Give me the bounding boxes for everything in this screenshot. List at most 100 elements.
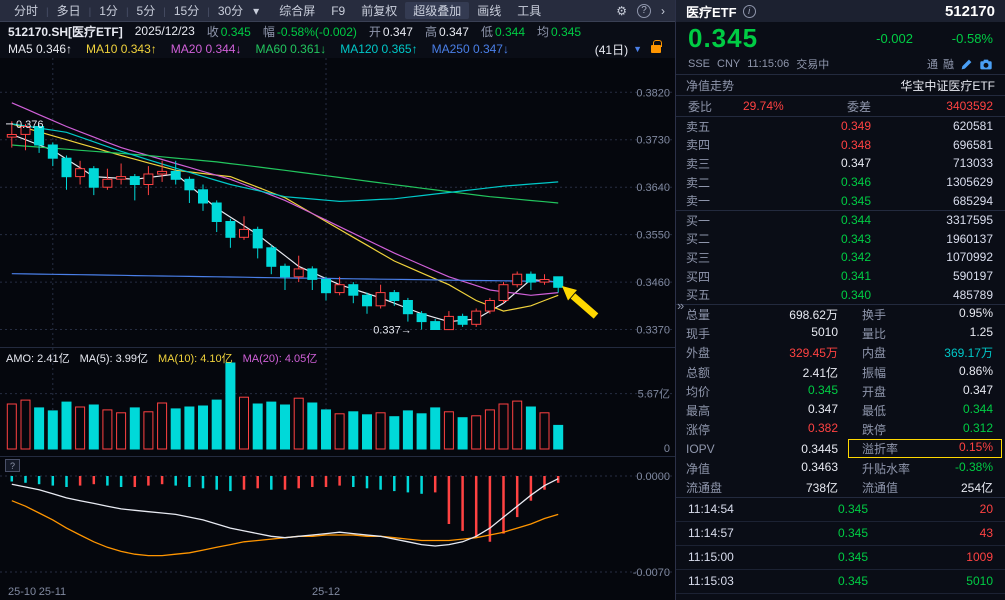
- ma-value-MA120: MA120 0.365↑: [340, 42, 418, 56]
- volume-ma-MA(20):: MA(20): 4.05亿: [242, 353, 318, 365]
- last-price: 0.345: [688, 22, 759, 53]
- stat-label: 换手: [862, 308, 887, 323]
- stat-label: 现手: [686, 327, 711, 342]
- stat-value: 1.25: [969, 325, 993, 340]
- tick-time: 11:14:54: [688, 502, 734, 517]
- quote-fields: 收 0.345 幅 -0.58%(-0.002) 开 0.347 高 0.347 低 0.344 均…: [207, 23, 581, 40]
- tick-volume: 43: [979, 526, 993, 541]
- stat-label: IOPV: [686, 441, 715, 456]
- period-range-label[interactable]: (41日): [594, 42, 629, 57]
- toolbar-period-15分[interactable]: 15分: [173, 4, 200, 18]
- margin-badges: 通融: [927, 56, 954, 72]
- quote-time: 11:15:06: [747, 58, 790, 70]
- toolbar-tool-group: 综合屏 F9 前复权 超级叠加 画线 工具: [271, 2, 549, 19]
- toolbar-period-group: 分时 | 多日 | 1分 | 5分 | 15分 | 30分 ▾: [6, 2, 261, 19]
- symbol-label: 512170.SH[医疗ETF]: [8, 24, 123, 39]
- toolbar-separator: |: [207, 7, 210, 18]
- top-toolbar: 分时 | 多日 | 1分 | 5分 | 15分 | 30分 ▾ 综合屏 F9 前复权 超级叠加 画线 工具 ⚙ …: [0, 0, 675, 22]
- tick-volume: 20: [979, 502, 993, 517]
- svg-text:0: 0: [664, 443, 670, 455]
- volume-chart[interactable]: 5.67亿 0: [0, 348, 675, 457]
- weicha-value: 3403592: [946, 99, 993, 113]
- range-dropdown-icon[interactable]: ▼: [633, 44, 642, 54]
- tick-volume: 1009: [966, 550, 993, 565]
- lock-icon[interactable]: [651, 40, 662, 53]
- tick-row: 11:15:03 0.345 5010: [676, 570, 1005, 594]
- help-icon[interactable]: ?: [637, 3, 651, 18]
- quote-field-低: 低 0.344: [480, 24, 526, 39]
- toolbar-period-多日[interactable]: 多日: [56, 4, 81, 18]
- price-change-percent: -0.58%: [951, 30, 993, 46]
- bid-levels: 买一 0.344 3317595 买二 0.343 1960137 买三 0.342 10709…: [676, 211, 1005, 304]
- ma-value-MA10: MA10 0.343↑: [86, 42, 157, 56]
- stat-label: 净值: [686, 461, 711, 476]
- svg-text:0.3460: 0.3460: [636, 277, 670, 289]
- info-icon[interactable]: i: [742, 4, 756, 18]
- ask-row[interactable]: 卖五 0.349 620581: [686, 119, 993, 134]
- weibi-value: 29.74%: [743, 99, 784, 113]
- stat-label: 跌停: [862, 423, 887, 438]
- etf-code: 512170: [944, 2, 995, 20]
- toolbar-tool-画线[interactable]: 画线: [477, 4, 502, 18]
- weibi-label: 委比: [688, 99, 713, 114]
- stat-label: 涨停: [686, 423, 711, 438]
- ask-row[interactable]: 卖四 0.348 696581: [686, 137, 993, 153]
- stat-value: 0.3445: [801, 441, 838, 456]
- stat-value: -0.38%: [954, 459, 993, 474]
- panel-icons: 通融: [927, 56, 993, 72]
- ask-row[interactable]: 卖一 0.345 685294: [686, 193, 993, 209]
- date-label: 2025/12/23: [134, 24, 195, 38]
- stats-row: 最高 0.347 最低 0.344: [676, 401, 1005, 420]
- toolbar-period-分时[interactable]: 分时: [14, 4, 39, 18]
- stat-label: 内盘: [862, 346, 887, 361]
- indicator-chart[interactable]: 0.0000 -0.0070 25-10 25-11 25-12: [0, 457, 675, 600]
- edit-pencil-icon[interactable]: [960, 58, 973, 71]
- toolbar-tool-F9[interactable]: F9: [331, 3, 346, 18]
- settings-gear-icon[interactable]: ⚙: [616, 3, 627, 18]
- toolbar-period-5分[interactable]: 5分: [136, 4, 156, 18]
- candlestick-chart[interactable]: 0.3820 0.3730 0.3640 0.3550 0.3460 0.3370 0.37…: [0, 58, 675, 348]
- orderbook-separator: [676, 209, 1005, 211]
- tick-row: 11:14:57 0.345 43: [676, 522, 1005, 546]
- quote-field-幅: 幅 -0.58%(-0.002): [262, 24, 357, 39]
- currency-label: CNY: [717, 58, 741, 70]
- volume-ma-MA(10):: MA(10): 4.10亿: [158, 353, 233, 365]
- bid-row[interactable]: 买二 0.343 1960137: [686, 231, 993, 247]
- stat-value: 0.3463: [801, 459, 838, 474]
- quote-summary-bar: 512170.SH[医疗ETF] 2025/12/23 收 0.345 幅 -0.58…: [0, 22, 675, 40]
- ma-value-MA250: MA250 0.347↓: [431, 42, 509, 56]
- ask-row[interactable]: 卖三 0.347 713033: [686, 156, 993, 171]
- svg-text:0.337→: 0.337→: [373, 325, 412, 337]
- toolbar-period-1分[interactable]: 1分: [99, 4, 118, 18]
- badge-融[interactable]: 融: [943, 59, 954, 71]
- stat-value: 5010: [811, 325, 838, 340]
- stat-label: 最低: [862, 403, 887, 418]
- section-separator: [676, 496, 1005, 498]
- toolbar-tool-工具[interactable]: 工具: [517, 4, 542, 18]
- stats-row: 总额 2.41亿 振幅 0.86%: [676, 363, 1005, 382]
- toolbar-tool-超级叠加[interactable]: 超级叠加: [405, 2, 470, 19]
- ma-indicator-bar: MA5 0.346↑ MA10 0.343↑ MA20 0.344↓ MA60 0.3…: [0, 40, 675, 58]
- bid-row[interactable]: 买五 0.340 485789: [686, 287, 993, 303]
- ask-row[interactable]: 卖二 0.346 1305629: [686, 175, 993, 190]
- collapse-panel-icon[interactable]: »: [677, 298, 685, 313]
- period-dropdown-icon[interactable]: ▾: [253, 4, 260, 18]
- nav-trend-tab[interactable]: 净值走势: [686, 78, 735, 93]
- badge-通[interactable]: 通: [927, 59, 938, 71]
- indicator-help-icon[interactable]: ?: [5, 459, 20, 472]
- tick-row: 11:15:00 0.345 1009: [676, 546, 1005, 570]
- bid-row[interactable]: 买一 0.344 3317595: [686, 213, 993, 228]
- bid-row[interactable]: 买三 0.342 1070992: [686, 250, 993, 265]
- quote-field-均: 均 0.345: [537, 24, 582, 39]
- nav-trend-row: 净值走势 华宝中证医疗ETF: [676, 74, 1005, 96]
- camera-icon[interactable]: [979, 58, 993, 71]
- toolbar-tool-前复权[interactable]: 前复权: [361, 4, 398, 18]
- tick-price: 0.345: [837, 526, 868, 541]
- bid-row[interactable]: 买四 0.341 590197: [686, 269, 993, 284]
- expand-right-icon[interactable]: ›: [661, 3, 665, 18]
- stat-label: 总额: [686, 365, 711, 380]
- svg-text:-0.0070: -0.0070: [633, 567, 670, 579]
- toolbar-period-30分[interactable]: 30分: [217, 4, 244, 18]
- toolbar-tool-综合屏[interactable]: 综合屏: [279, 4, 316, 18]
- stat-label: 最高: [686, 403, 711, 418]
